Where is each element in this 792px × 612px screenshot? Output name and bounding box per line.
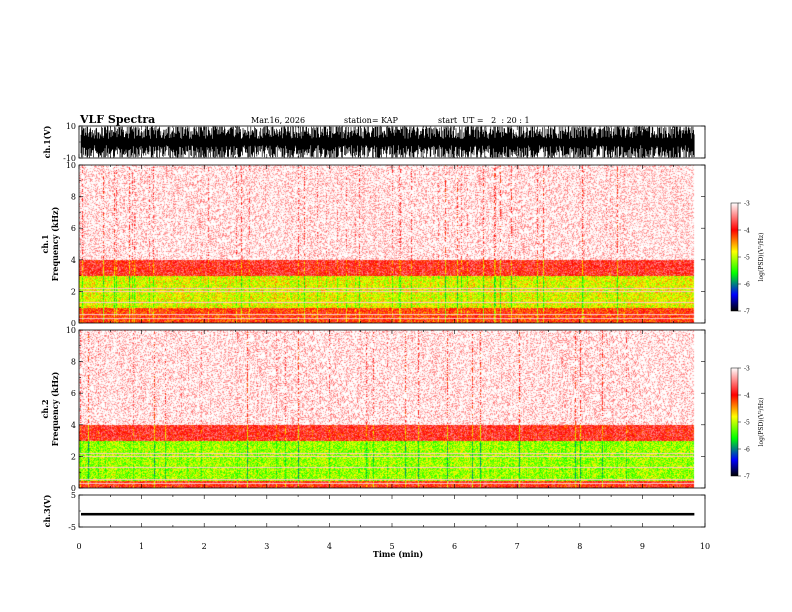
spectrogram-raster-2	[79, 165, 705, 323]
colorbar-gradient	[730, 367, 739, 477]
colorbar-label: log(PSD)(V²/Hz)	[758, 398, 765, 447]
x-tick-label: 7	[515, 542, 520, 551]
panel-3-ytick-label: 2	[71, 452, 76, 461]
figure-title: VLF Spectra	[79, 113, 155, 126]
panel-3-ytick-label: 8	[71, 358, 76, 367]
panel-3-ytick-label: 10	[66, 326, 76, 335]
panel-3-ytick-label: 0	[71, 484, 76, 493]
colorbar-tick-label: -6	[744, 282, 750, 289]
panel-3: 0 2 4 6 8 10 ch.2Frequency (kHz)	[40, 326, 706, 493]
start-ut-label: start UT = 2 : 20 : 1	[438, 116, 530, 125]
panel-4-ytick-label: -5	[68, 523, 76, 532]
x-tick-label: 5	[389, 542, 394, 551]
waveform-path-1	[80, 126, 695, 158]
x-tick-label: 6	[452, 542, 457, 551]
panel-1-ytick-label: 10	[66, 122, 76, 131]
panel-1-ytick-label: -10	[63, 154, 76, 163]
colorbar-tick-label: -4	[744, 393, 750, 400]
colorbar-tick-label: -6	[744, 447, 750, 454]
panel-3-ytick-label: 4	[71, 421, 76, 430]
panel-2: 0 2 4 6 8 10 ch.1Frequency (kHz)	[40, 161, 706, 328]
waveform-trace-1	[80, 126, 695, 158]
panel-4: 5 -5 ch.3(V)	[42, 491, 706, 532]
colorbar-tick-label: -3	[744, 366, 750, 373]
date-label: Mar.16, 2026	[251, 116, 305, 125]
waveform-trace-4	[81, 512, 695, 516]
panel-1-ylabel: ch.1(V)	[42, 125, 52, 158]
panel-2-ytick-label: 10	[66, 161, 76, 170]
colorbar-gradient	[730, 202, 739, 312]
x-tick-label: 1	[139, 542, 144, 551]
colorbars-group: -3 -4 -5 -6 -7 log(PSD)(V²/Hz) -3 -4 -5 -6 -7 log(P…	[730, 201, 765, 481]
colorbar-1: -3 -4 -5 -6 -7 log(PSD)(V²/Hz)	[730, 201, 765, 316]
spectrogram-canvas-3	[79, 330, 705, 488]
panel-2-ytick-label: 0	[71, 319, 76, 328]
panel-2-ytick-label: 6	[71, 224, 76, 233]
x-tick-label: 9	[640, 542, 645, 551]
waveform-band-4	[81, 512, 695, 516]
panel-4-frame	[78, 494, 706, 528]
x-tick-label: 10	[700, 542, 710, 551]
x-axis-label: Time (min)	[373, 549, 423, 559]
panel-3-ylabel: ch.2Frequency (kHz)	[40, 371, 60, 446]
x-tick-label: 4	[327, 542, 332, 551]
colorbar-tick-label: -5	[744, 255, 750, 262]
x-tick-label: 0	[76, 542, 81, 551]
panel-1: 10 -10 ch.1(V)	[42, 122, 706, 163]
x-axis: 0 1 2 3 4 5 6 7 8 9 10	[76, 542, 710, 551]
colorbar-tick-label: -3	[744, 201, 750, 208]
panel-2-ytick-label: 8	[71, 193, 76, 202]
spectrogram-raster-3	[79, 330, 705, 488]
colorbar-tick-label: -4	[744, 228, 750, 235]
colorbar-tick-label: -7	[744, 474, 750, 481]
x-tick-label: 2	[202, 542, 207, 551]
spectrogram-canvas-2	[79, 165, 705, 323]
x-tick-label: 8	[577, 542, 582, 551]
station-label: station= KAP	[344, 116, 399, 125]
colorbar-2: -3 -4 -5 -6 -7 log(PSD)(V²/Hz)	[730, 366, 765, 481]
panel-3-ytick-label: 6	[71, 389, 76, 398]
panel-4-ylabel: ch.3(V)	[42, 494, 52, 527]
colorbar-label: log(PSD)(V²/Hz)	[758, 233, 765, 282]
x-tick-label: 3	[264, 542, 269, 551]
panel-4-ytick-label: 5	[71, 491, 76, 500]
colorbar-tick-label: -7	[744, 309, 750, 316]
panel-2-ytick-label: 2	[71, 287, 76, 296]
panel-2-ytick-label: 4	[71, 256, 76, 265]
colorbar-tick-label: -5	[744, 420, 750, 427]
panel-2-ylabel: ch.1Frequency (kHz)	[40, 206, 60, 281]
